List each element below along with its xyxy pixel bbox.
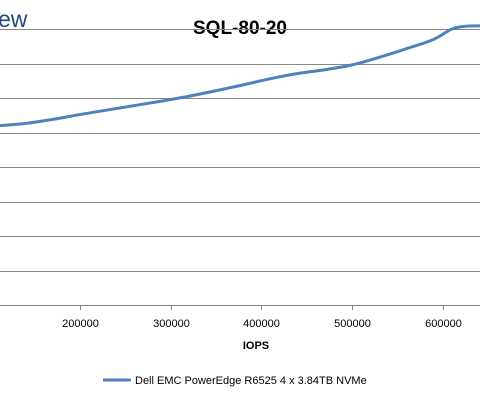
x-axis-ticks: 200000 300000 400000 500000 600000 <box>62 305 462 330</box>
x-tick-label-1: 200000 <box>62 318 99 330</box>
x-tick-label-2: 300000 <box>153 318 190 330</box>
series-line-1 <box>0 24 480 128</box>
x-tick-label-3: 400000 <box>243 318 280 330</box>
legend-label: Dell EMC PowerEdge R6525 4 x 3.84TB NVMe <box>135 375 367 387</box>
x-tick-label-4: 500000 <box>334 318 371 330</box>
x-tick-label-5: 600000 <box>425 318 462 330</box>
series-lines <box>0 24 480 128</box>
x-axis-label: IOPS <box>243 340 269 352</box>
legend: Dell EMC PowerEdge R6525 4 x 3.84TB NVMe <box>103 375 367 387</box>
chart-title: SQL-80-20 <box>193 18 287 39</box>
logo-text: ew <box>0 6 28 32</box>
gridlines <box>0 29 480 306</box>
